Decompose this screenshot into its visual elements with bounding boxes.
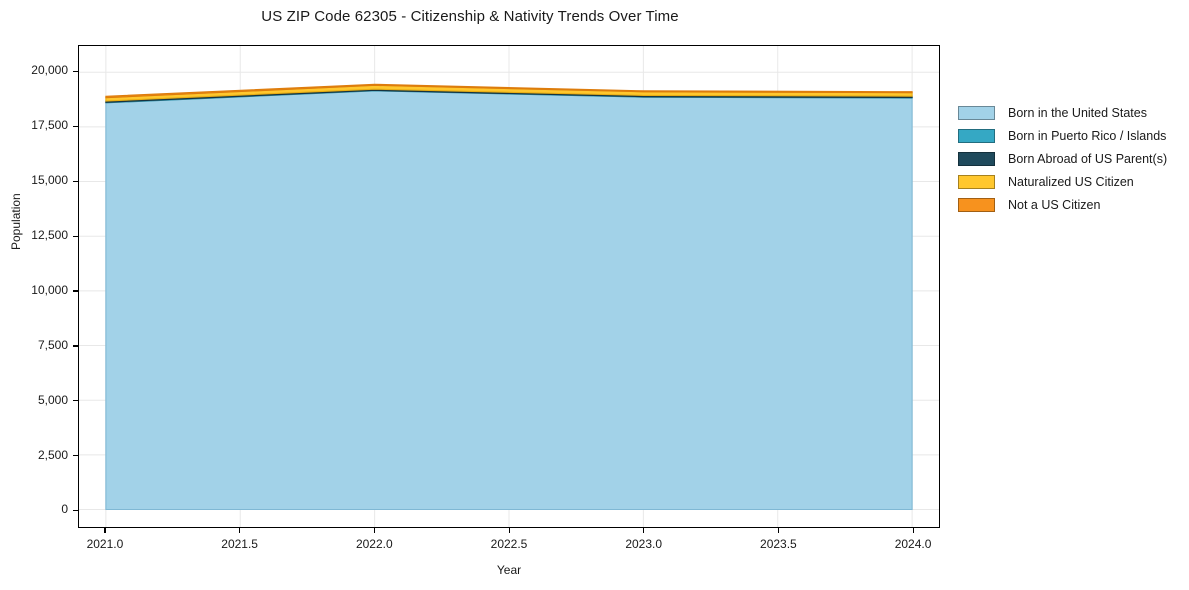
x-axis-tick-mark [643,528,645,533]
y-axis-tick-mark [73,345,78,347]
x-axis-tick-mark [508,528,510,533]
y-axis-tick-label: 2,500 [37,447,68,462]
x-axis-title: Year [496,563,522,577]
x-axis-tick-mark [373,528,376,533]
legend-item-label: Born in the United States [1008,105,1147,120]
chart-legend: Born in the United States Born in Puerto … [958,105,1167,212]
y-axis-tick-label: 15,000 [31,173,68,188]
legend-item-label: Born in Puerto Rico / Islands [1008,128,1167,143]
y-axis-tick-label: 20,000 [31,63,68,78]
x-axis-tick-mark [777,528,780,533]
legend-item-label: Naturalized US Citizen [1008,174,1134,189]
y-axis-tick-mark [73,180,78,182]
chart-title: US ZIP Code 62305 - Citizenship & Nativi… [261,8,679,25]
legend-swatch-icon [958,174,995,189]
y-axis-tick-mark [73,290,78,292]
y-axis-tick-mark [73,400,78,402]
legend-swatch-icon [958,128,995,143]
y-axis-tick-mark [73,455,78,457]
y-axis-tick-mark [73,125,78,128]
y-axis-tick-label: 17,500 [31,118,68,133]
legend-item[interactable]: Not a US Citizen [958,197,1167,212]
x-axis-tick-mark [104,528,106,533]
y-axis-title: Population [9,193,23,250]
x-axis-tick-label: 2023.5 [760,537,797,551]
plot-area [78,45,940,528]
legend-item[interactable]: Born in Puerto Rico / Islands [958,128,1167,143]
x-axis-tick-label: 2021.5 [221,537,258,551]
area-series [105,83,913,99]
x-axis-tick-label: 2022.0 [355,537,393,551]
legend-swatch-icon [958,105,995,120]
y-axis-tick-label: 10,000 [31,282,68,297]
y-axis-tick-label: 12,500 [31,228,68,242]
x-axis-tick-mark [239,528,241,533]
y-axis-tick-mark [73,70,78,73]
legend-swatch-icon [958,197,995,212]
legend-item-label: Not a US Citizen [1008,197,1101,212]
legend-swatch-icon [958,151,995,166]
legend-item-label: Born Abroad of US Parent(s) [1008,151,1168,166]
y-axis-tick-label: 7,500 [37,337,68,352]
legend-item[interactable]: Born Abroad of US Parent(s) [958,151,1167,166]
x-axis-tick-label: 2021.0 [86,537,124,551]
x-axis-tick-label: 2022.5 [490,537,528,551]
y-axis-tick-label: 0 [61,502,68,517]
x-axis-tick-mark [912,528,914,533]
y-axis-tick-mark [73,509,78,512]
y-axis-tick-label: 5,000 [37,392,68,407]
area-series [105,90,913,511]
stacked-area-plot [79,46,939,527]
x-axis-tick-label: 2024.0 [894,537,932,551]
legend-item[interactable]: Naturalized US Citizen [958,174,1167,189]
legend-item[interactable]: Born in the United States [958,105,1167,120]
x-axis-tick-label: 2023.0 [625,537,663,551]
y-axis-tick-mark [73,235,78,237]
